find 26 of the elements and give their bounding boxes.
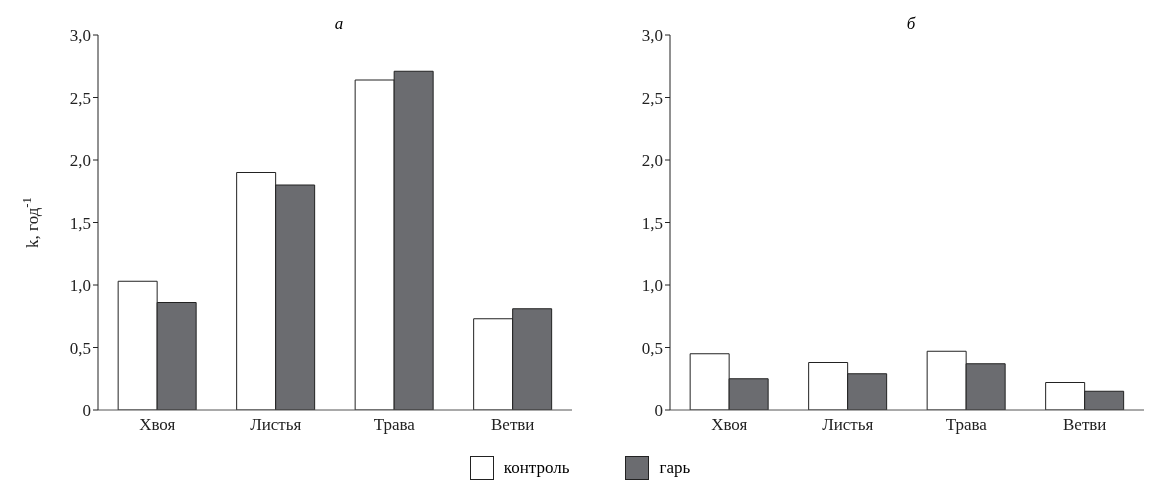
chart-title: а <box>333 14 345 34</box>
x-tick-label: Хвоя <box>139 415 176 435</box>
x-tick-label: Трава <box>373 415 416 435</box>
y-tick-label: 1,0 <box>69 276 91 296</box>
y-tick-label: 2,5 <box>69 88 91 108</box>
y-tick-label: 1,5 <box>641 213 663 233</box>
y-tick-label: 0,5 <box>641 338 663 358</box>
legend-label: контроль <box>503 458 570 478</box>
x-tick-label: Трава <box>945 415 988 435</box>
chart-title: б <box>905 14 917 34</box>
y-tick-label: 1,5 <box>69 213 91 233</box>
x-tick-label: Ветви <box>491 415 535 435</box>
x-tick-label: Хвоя <box>711 415 748 435</box>
x-tick-label: Листья <box>822 415 874 435</box>
y-tick-label: 0 <box>654 401 663 421</box>
y-tick-label: 2,0 <box>641 151 663 171</box>
x-tick-label: Ветви <box>1063 415 1107 435</box>
y-tick-label: 0 <box>82 401 91 421</box>
y-tick-label: 2,0 <box>69 151 91 171</box>
y-tick-label: 0,5 <box>69 338 91 358</box>
legend-label: гарь <box>659 458 691 478</box>
y-tick-label: 3,0 <box>641 26 663 46</box>
y-tick-label: 1,0 <box>641 276 663 296</box>
y-tick-label: 3,0 <box>69 26 91 46</box>
x-tick-label: Листья <box>250 415 302 435</box>
y-tick-label: 2,5 <box>641 88 663 108</box>
